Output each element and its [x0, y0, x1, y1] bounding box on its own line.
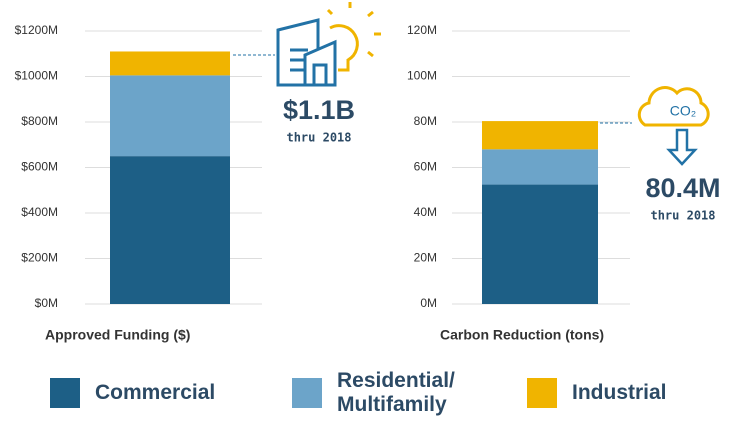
y-tick-label: 60M	[414, 160, 437, 174]
x-axis-label: Carbon Reduction (tons)	[440, 327, 604, 343]
house-icon	[276, 18, 337, 87]
cloud-icon	[637, 86, 710, 127]
y-tick-label: $400M	[21, 205, 58, 219]
y-tick-label: 120M	[407, 23, 437, 37]
annotation-note: thru 2018	[650, 209, 715, 223]
y-tick-label: 80M	[414, 114, 437, 128]
y-tick-label: $800M	[21, 114, 58, 128]
legend-label: Industrial	[572, 381, 667, 404]
bulb-icon	[326, 2, 381, 72]
annotation-value: $1.1B	[283, 95, 355, 125]
legend-label: Commercial	[95, 381, 216, 404]
legend-item: Industrial	[527, 372, 707, 414]
legend-swatch	[292, 378, 322, 408]
annotation-value: 80.4M	[645, 173, 720, 203]
legend-label: Residential/ Multifamily	[337, 369, 455, 416]
legend-item: Commercial	[50, 372, 215, 414]
y-tick-label: 100M	[407, 69, 437, 83]
bar-segment	[110, 75, 230, 157]
co2-label: CO₂	[670, 103, 696, 119]
y-tick-label: $1200M	[15, 23, 58, 37]
bar-segment	[482, 121, 598, 150]
arrow-icon	[666, 128, 698, 166]
x-axis-label: Approved Funding ($)	[45, 327, 190, 343]
y-tick-label: $200M	[21, 251, 58, 265]
charts: CO₂ $1.1B thru 2018 80.4M thru 2018 $0M $…	[15, 2, 721, 343]
bar-segment	[110, 51, 230, 76]
legend-item: Residential/ Multifamily	[292, 369, 492, 416]
bar-segment	[110, 156, 230, 304]
y-tick-label: 0M	[420, 296, 437, 310]
bar-segment	[482, 184, 598, 304]
bar-segment	[482, 149, 598, 185]
y-tick-label: 40M	[414, 205, 437, 219]
legend-swatch	[527, 378, 557, 408]
y-tick-label: $600M	[21, 160, 58, 174]
legend-swatch	[50, 378, 80, 408]
y-tick-label: $1000M	[15, 69, 58, 83]
y-tick-label: $0M	[35, 296, 58, 310]
annotation-note: thru 2018	[286, 131, 351, 145]
y-tick-label: 20M	[414, 251, 437, 265]
